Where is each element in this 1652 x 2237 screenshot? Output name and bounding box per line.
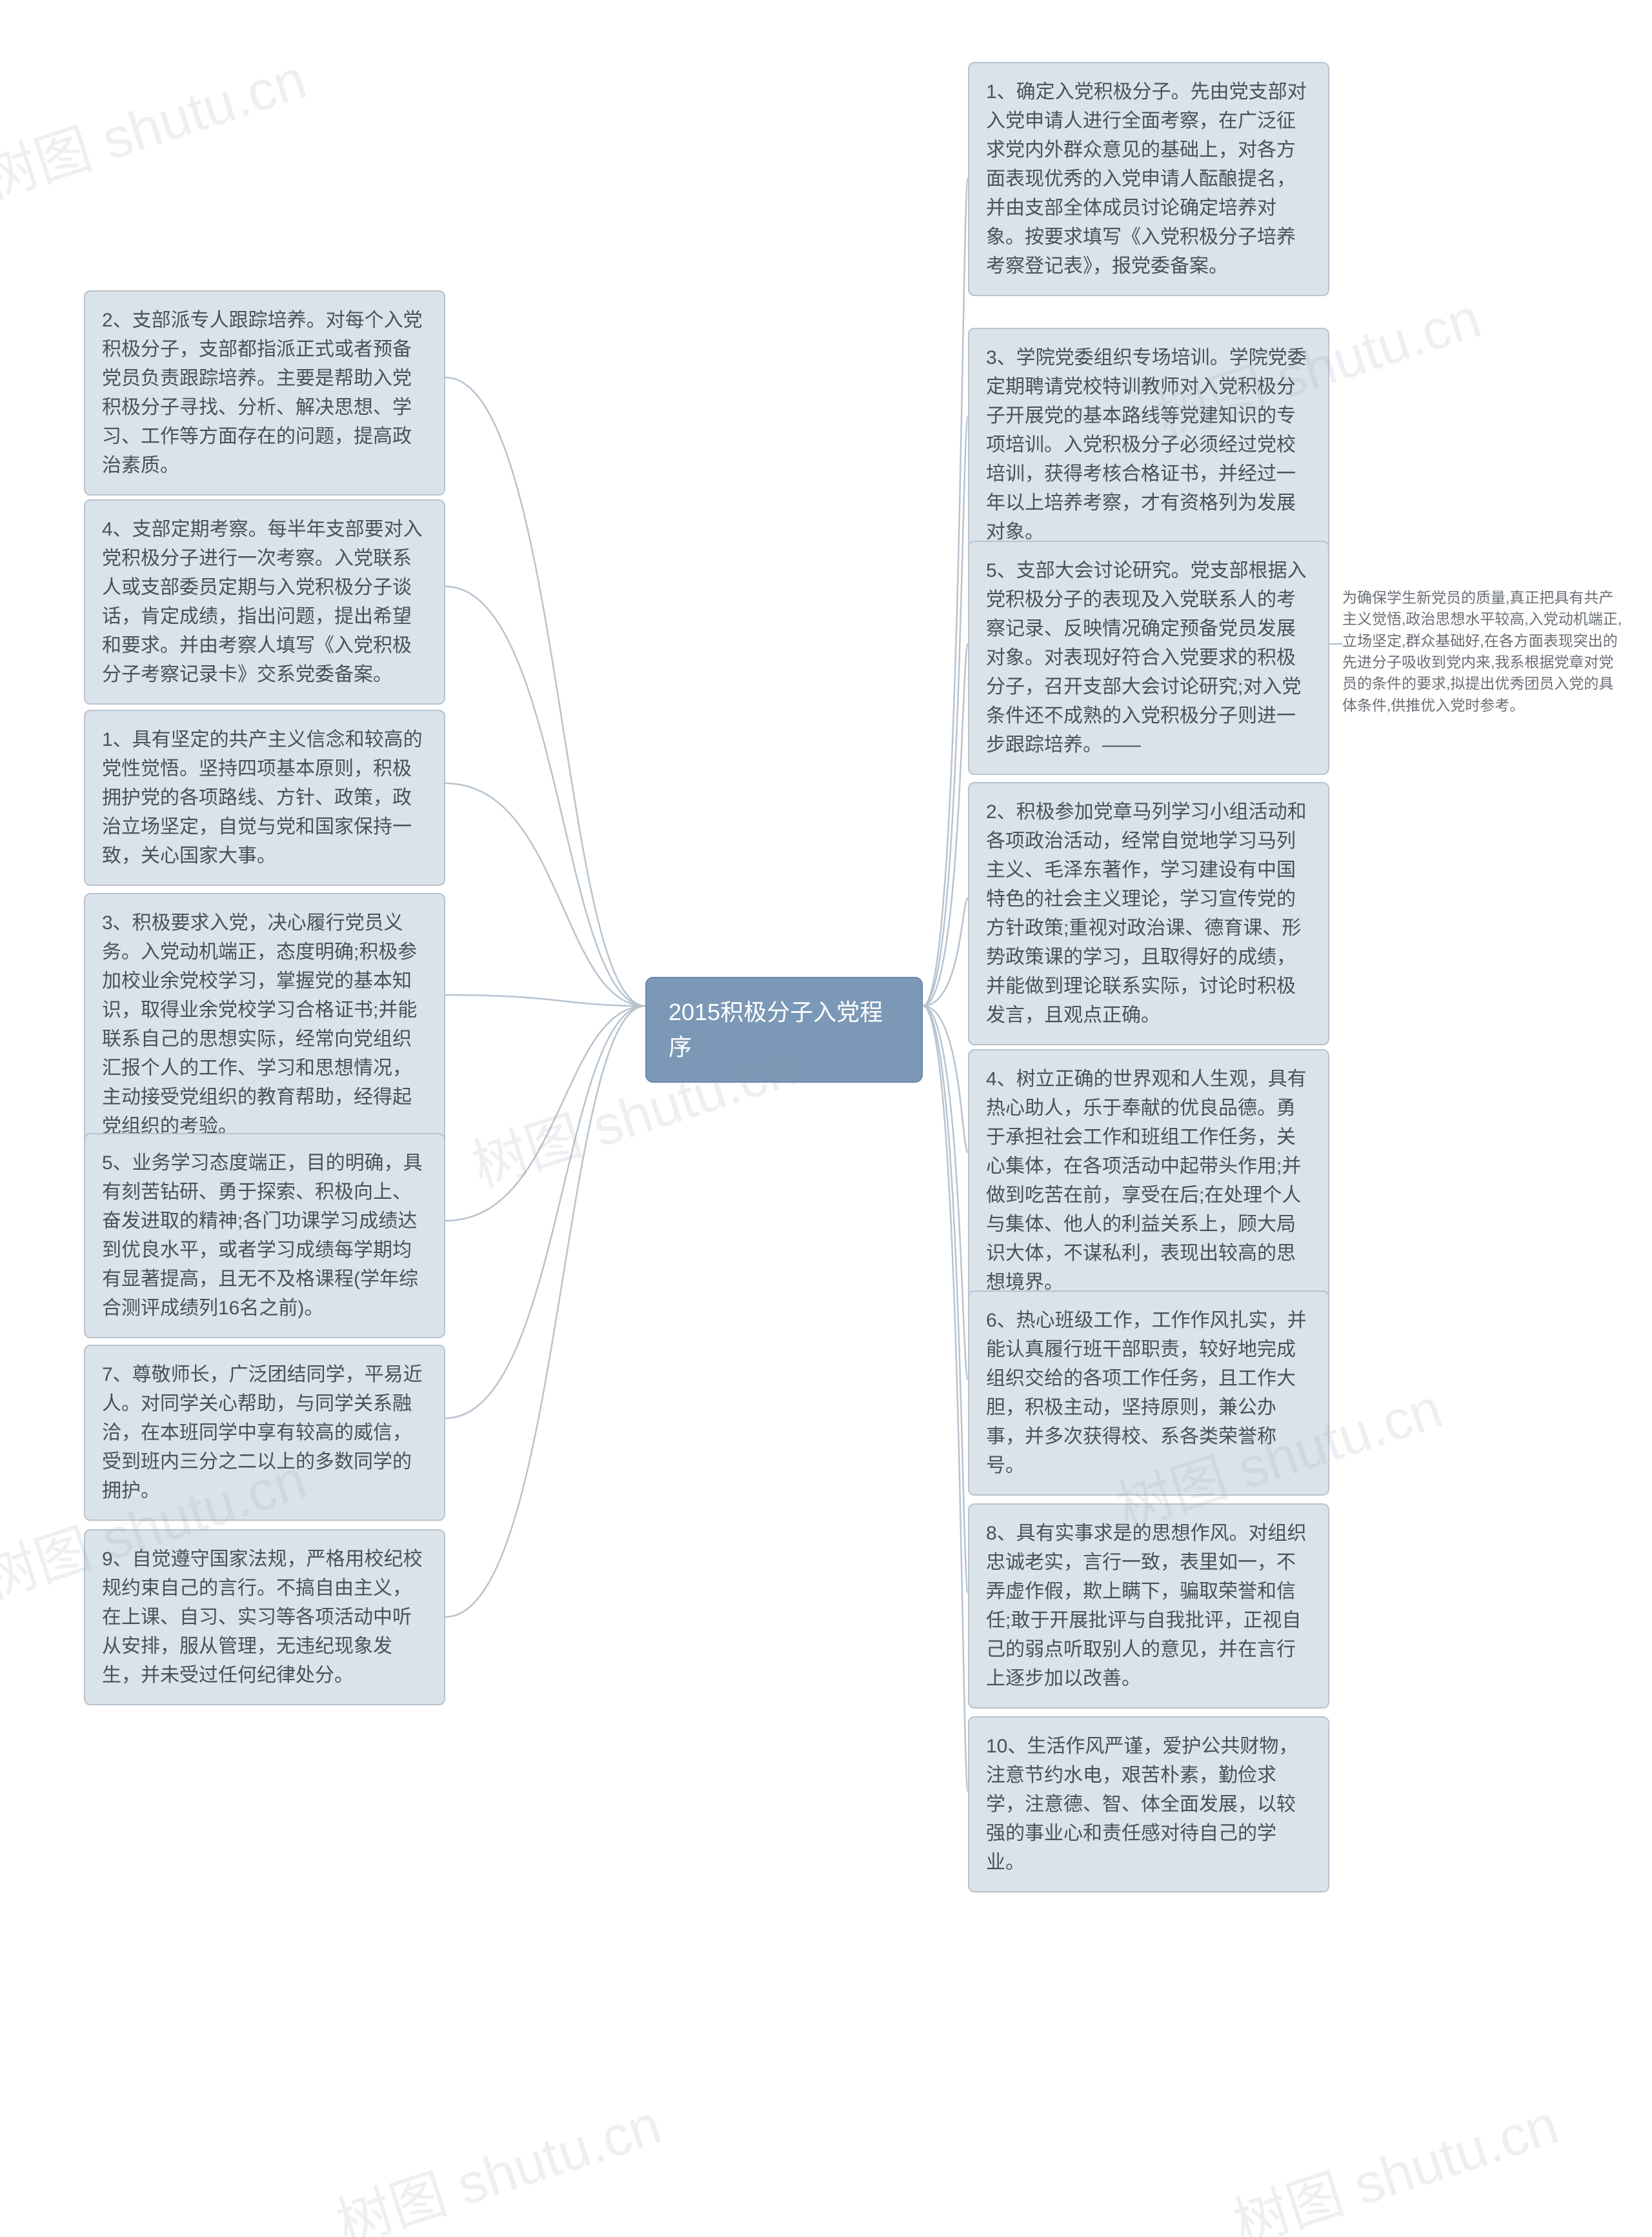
left-node-7: 7、尊敬师长，广泛团结同学，平易近人。对同学关心帮助，与同学关系融洽，在本班同学…: [84, 1345, 445, 1521]
right-node-5: 5、支部大会讨论研究。党支部根据入党积极分子的表现及入党联系人的考察记录、反映情…: [968, 541, 1329, 775]
left-node-2: 2、支部派专人跟踪培养。对每个入党积极分子，支部都指派正式或者预备党员负责跟踪培…: [84, 290, 445, 496]
left-node-9: 9、自觉遵守国家法规，严格用校纪校规约束自己的言行。不搞自由主义，在上课、自习、…: [84, 1529, 445, 1705]
left-node-4: 4、支部定期考察。每半年支部要对入党积极分子进行一次考察。入党联系人或支部委员定…: [84, 499, 445, 705]
right-node-8: 8、具有实事求是的思想作风。对组织忠诚老实，言行一致，表里如一，不弄虚作假，欺上…: [968, 1503, 1329, 1709]
watermark: 树图 shutu.cn: [1222, 2080, 1566, 2237]
annotation-text: 为确保学生新党员的质量,真正把具有共产主义觉悟,政治思想水平较高,入党动机端正,…: [1342, 587, 1626, 716]
right-node-4: 4、树立正确的世界观和人生观，具有热心助人，乐于奉献的优良品德。勇于承担社会工作…: [968, 1049, 1329, 1312]
right-node-2: 2、积极参加党章马列学习小组活动和各项政治活动，经常自觉地学习马列主义、毛泽东著…: [968, 782, 1329, 1045]
left-node-1: 1、具有坚定的共产主义信念和较高的党性觉悟。坚持四项基本原则，积极拥护党的各项路…: [84, 710, 445, 886]
watermark: 树图 shutu.cn: [0, 34, 315, 215]
left-node-5: 5、业务学习态度端正，目的明确，具有刻苦钻研、勇于探索、积极向上、奋发进取的精神…: [84, 1133, 445, 1338]
right-node-6: 6、热心班级工作，工作作风扎实，并能认真履行班干部职责，较好地完成组织交给的各项…: [968, 1290, 1329, 1496]
center-node: 2015积极分子入党程序: [645, 977, 923, 1083]
right-node-3: 3、学院党委组织专场培训。学院党委定期聘请党校特训教师对入党积极分子开展党的基本…: [968, 328, 1329, 562]
right-node-10: 10、生活作风严谨，爱护公共财物，注意节约水电，艰苦朴素，勤俭求学，注意德、智、…: [968, 1716, 1329, 1892]
right-node-1: 1、确定入党积极分子。先由党支部对入党申请人进行全面考察，在广泛征求党内外群众意…: [968, 62, 1329, 296]
mindmap-canvas: 2015积极分子入党程序 2、支部派专人跟踪培养。对每个入党积极分子，支部都指派…: [0, 0, 1652, 2237]
watermark: 树图 shutu.cn: [325, 2080, 669, 2237]
left-node-3: 3、积极要求入党，决心履行党员义务。入党动机端正，态度明确;积极参加校业余党校学…: [84, 893, 445, 1156]
